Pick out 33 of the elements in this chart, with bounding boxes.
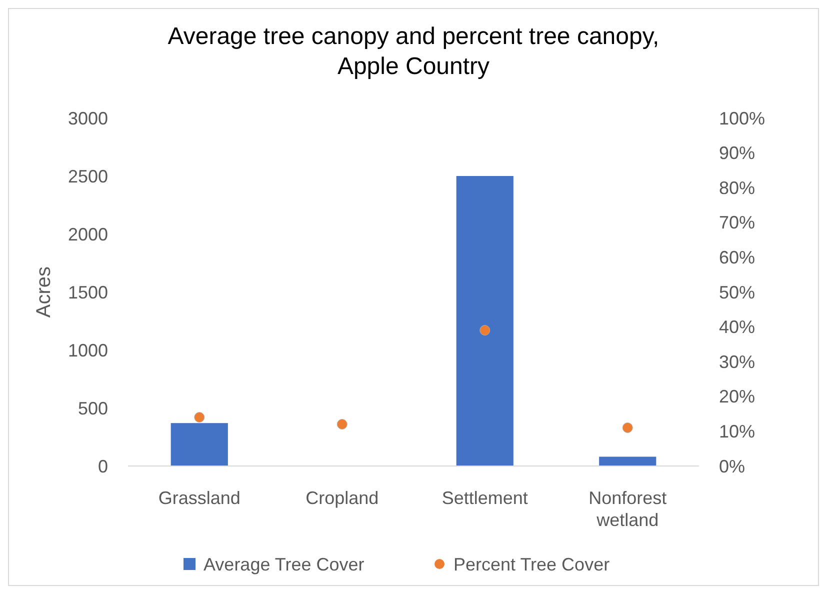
y-tick-label: 1000 <box>68 340 108 360</box>
legend-label: Average Tree Cover <box>204 554 364 574</box>
y2-tick-label: 50% <box>719 282 756 302</box>
y2-tick-label: 30% <box>719 352 756 372</box>
y2-tick-label: 10% <box>719 422 756 442</box>
bar <box>456 176 514 466</box>
y2-tick-label: 90% <box>719 143 756 164</box>
chart-title: Average tree canopy and percent tree canopy, Apple Country <box>168 23 660 80</box>
point <box>194 412 205 423</box>
x-tick-label: Grassland <box>158 488 240 508</box>
bar <box>170 423 228 466</box>
x-tick-label: Cropland <box>306 488 379 508</box>
y2-tick-label: 40% <box>719 317 756 338</box>
y2-tick-label: 70% <box>719 212 756 233</box>
y2-tick-label: 100% <box>719 108 766 128</box>
y-tick-label: 2500 <box>68 166 108 186</box>
point <box>480 325 490 336</box>
x-tick-label: Settlement <box>442 488 528 508</box>
point <box>622 422 633 433</box>
y-tick-label: 500 <box>78 398 108 418</box>
x-tick-label: Nonforest wetland <box>588 488 667 530</box>
point <box>336 418 348 430</box>
bar <box>599 456 656 466</box>
y2-tick-label: 80% <box>719 178 756 198</box>
y2-tick-label: 0% <box>719 456 746 476</box>
y-tick-label: 2000 <box>68 224 108 244</box>
y-tick-label: 0 <box>98 456 108 476</box>
y-tick-label: 3000 <box>68 108 108 128</box>
y2-tick-label: 60% <box>719 248 756 268</box>
y2-tick-label: 20% <box>719 386 756 407</box>
y-tick-label: 1500 <box>68 282 108 302</box>
y-axis-title: Acres <box>33 266 55 318</box>
legend-label: Percent Tree Cover <box>454 554 610 574</box>
